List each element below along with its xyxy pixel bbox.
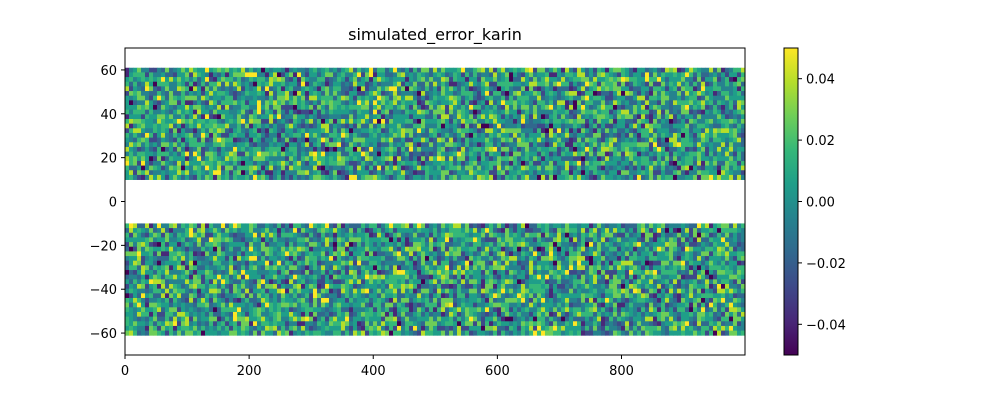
- colorbar-tick-label: 0.02: [806, 134, 835, 149]
- y-axis: 60 40 20 0 −20 −40 −60: [90, 64, 125, 342]
- chart-title: simulated_error_karin: [348, 25, 522, 45]
- x-tick-label: 400: [361, 364, 386, 379]
- y-tick-label: 40: [100, 108, 117, 123]
- x-tick-label: 600: [485, 364, 510, 379]
- x-axis: 0 200 400 600 800: [121, 355, 634, 379]
- colorbar-tick-label: 0.00: [806, 196, 835, 211]
- colorbar: 0.04 0.02 0.00 −0.02 −0.04: [784, 48, 846, 355]
- x-tick-label: 200: [237, 364, 262, 379]
- plot-area: [125, 48, 745, 355]
- colorbar-gradient: [784, 48, 798, 355]
- colorbar-tick-label: 0.04: [806, 73, 835, 88]
- x-tick-label: 0: [121, 364, 129, 379]
- y-tick-label: 60: [100, 64, 117, 79]
- heatmap-swath: [125, 68, 745, 180]
- y-tick-label: 20: [100, 152, 117, 167]
- heatmap-swath: [125, 223, 745, 335]
- y-tick-label: −40: [90, 283, 117, 298]
- x-tick-label: 800: [609, 364, 634, 379]
- y-tick-label: −20: [90, 239, 117, 254]
- y-tick-label: 0: [109, 196, 117, 211]
- y-tick-label: −60: [90, 327, 117, 342]
- colorbar-tick-label: −0.02: [806, 257, 846, 272]
- colorbar-tick-label: −0.04: [806, 318, 846, 333]
